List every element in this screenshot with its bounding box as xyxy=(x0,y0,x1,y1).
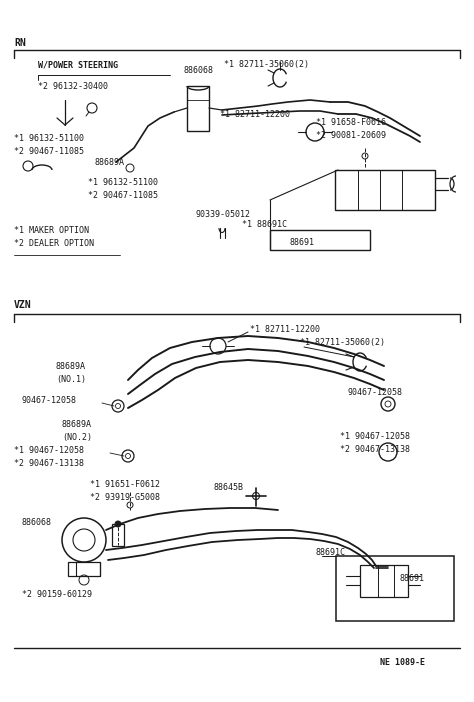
Text: *2 90467-13138: *2 90467-13138 xyxy=(340,445,410,454)
Text: 88691: 88691 xyxy=(400,574,425,583)
Text: *1 82711-35060(2): *1 82711-35060(2) xyxy=(224,60,309,69)
Text: NE 1089-E: NE 1089-E xyxy=(380,658,425,667)
Bar xyxy=(68,562,100,576)
Bar xyxy=(360,565,408,597)
Bar xyxy=(335,170,435,210)
Text: 886068: 886068 xyxy=(184,66,214,75)
Text: *2 90081-20609: *2 90081-20609 xyxy=(316,131,386,140)
Text: *1 90467-12058: *1 90467-12058 xyxy=(340,432,410,441)
Text: 90467-12058: 90467-12058 xyxy=(348,388,403,397)
Text: 88689A: 88689A xyxy=(62,420,92,429)
Text: *1 96132-51100: *1 96132-51100 xyxy=(88,178,158,187)
Text: *1 91651-F0612: *1 91651-F0612 xyxy=(90,480,160,489)
Bar xyxy=(187,86,209,131)
Text: 90339-05012: 90339-05012 xyxy=(196,210,251,219)
Text: 88645B: 88645B xyxy=(214,483,244,492)
Text: W/POWER STEERING: W/POWER STEERING xyxy=(38,60,118,69)
Text: VZN: VZN xyxy=(14,300,32,310)
Text: 88689A: 88689A xyxy=(56,362,86,371)
Circle shape xyxy=(115,521,121,527)
Text: *1 MAKER OPTION: *1 MAKER OPTION xyxy=(14,226,89,235)
Text: *2 90467-11085: *2 90467-11085 xyxy=(88,191,158,200)
Text: *1 82711-12200: *1 82711-12200 xyxy=(220,110,290,119)
Text: *2 90159-60129: *2 90159-60129 xyxy=(22,590,92,599)
Text: (NO.1): (NO.1) xyxy=(56,375,86,384)
Text: (NO.2): (NO.2) xyxy=(62,433,92,442)
Text: 90467-12058: 90467-12058 xyxy=(22,396,77,405)
Text: 88691C: 88691C xyxy=(316,548,346,557)
Bar xyxy=(336,556,454,621)
Text: *2 90467-11085: *2 90467-11085 xyxy=(14,147,84,156)
Text: 886068: 886068 xyxy=(22,518,52,527)
Text: *2 96132-30400: *2 96132-30400 xyxy=(38,82,108,91)
Text: 88691: 88691 xyxy=(290,238,315,247)
Text: 88689A: 88689A xyxy=(95,158,125,167)
Text: *2 93919-G5008: *2 93919-G5008 xyxy=(90,493,160,502)
Text: *1 82711-35060(2): *1 82711-35060(2) xyxy=(300,338,385,347)
Text: *1 90467-12058: *1 90467-12058 xyxy=(14,446,84,455)
Text: *1 82711-12200: *1 82711-12200 xyxy=(250,325,320,334)
Text: *2 90467-13138: *2 90467-13138 xyxy=(14,459,84,468)
Bar xyxy=(270,230,370,250)
Text: *2 DEALER OPTION: *2 DEALER OPTION xyxy=(14,239,94,248)
Bar xyxy=(112,524,124,546)
Text: *1 88691C: *1 88691C xyxy=(242,220,287,229)
Text: RN: RN xyxy=(14,38,26,48)
Text: *1 96132-51100: *1 96132-51100 xyxy=(14,134,84,143)
Text: *1 91658-F0616: *1 91658-F0616 xyxy=(316,118,386,127)
